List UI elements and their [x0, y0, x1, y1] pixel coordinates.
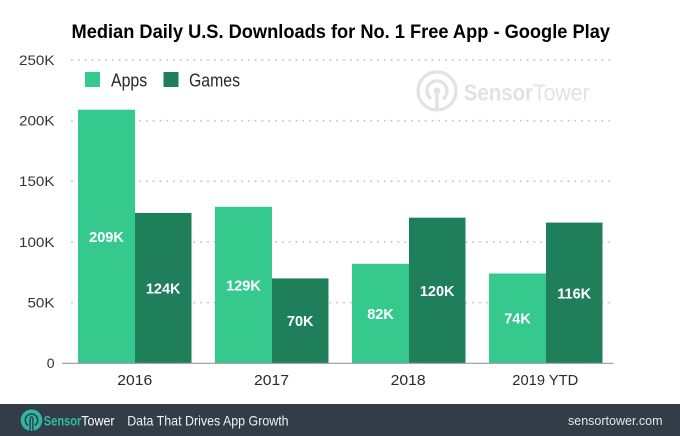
svg-text:129K: 129K [226, 278, 261, 294]
svg-text:Apps: Apps [111, 71, 147, 91]
svg-text:150K: 150K [19, 173, 55, 189]
svg-text:2018: 2018 [391, 372, 426, 389]
svg-text:124K: 124K [146, 281, 181, 297]
svg-text:0: 0 [47, 355, 55, 371]
svg-text:209K: 209K [89, 230, 124, 246]
svg-text:120K: 120K [420, 284, 455, 300]
svg-text:82K: 82K [367, 307, 394, 323]
svg-text:Data That Drives App Growth: Data That Drives App Growth [127, 412, 288, 428]
svg-text:50K: 50K [28, 294, 56, 310]
svg-text:2017: 2017 [254, 372, 289, 389]
svg-text:sensortower.com: sensortower.com [568, 414, 662, 428]
svg-text:2019 YTD: 2019 YTD [512, 372, 578, 389]
svg-text:Tower: Tower [533, 80, 590, 106]
svg-text:250K: 250K [19, 52, 55, 68]
svg-text:116K: 116K [557, 286, 591, 302]
svg-text:Median Daily U.S. Downloads fo: Median Daily U.S. Downloads for No. 1 Fr… [72, 22, 611, 43]
svg-text:Games: Games [189, 71, 240, 91]
svg-text:Sensor: Sensor [464, 80, 533, 106]
svg-text:2016: 2016 [117, 372, 152, 389]
svg-text:100K: 100K [19, 234, 55, 250]
svg-text:Tower: Tower [81, 412, 115, 428]
svg-text:200K: 200K [19, 113, 55, 129]
svg-text:70K: 70K [287, 314, 314, 330]
svg-text:Sensor: Sensor [44, 412, 82, 428]
svg-text:74K: 74K [504, 312, 531, 328]
